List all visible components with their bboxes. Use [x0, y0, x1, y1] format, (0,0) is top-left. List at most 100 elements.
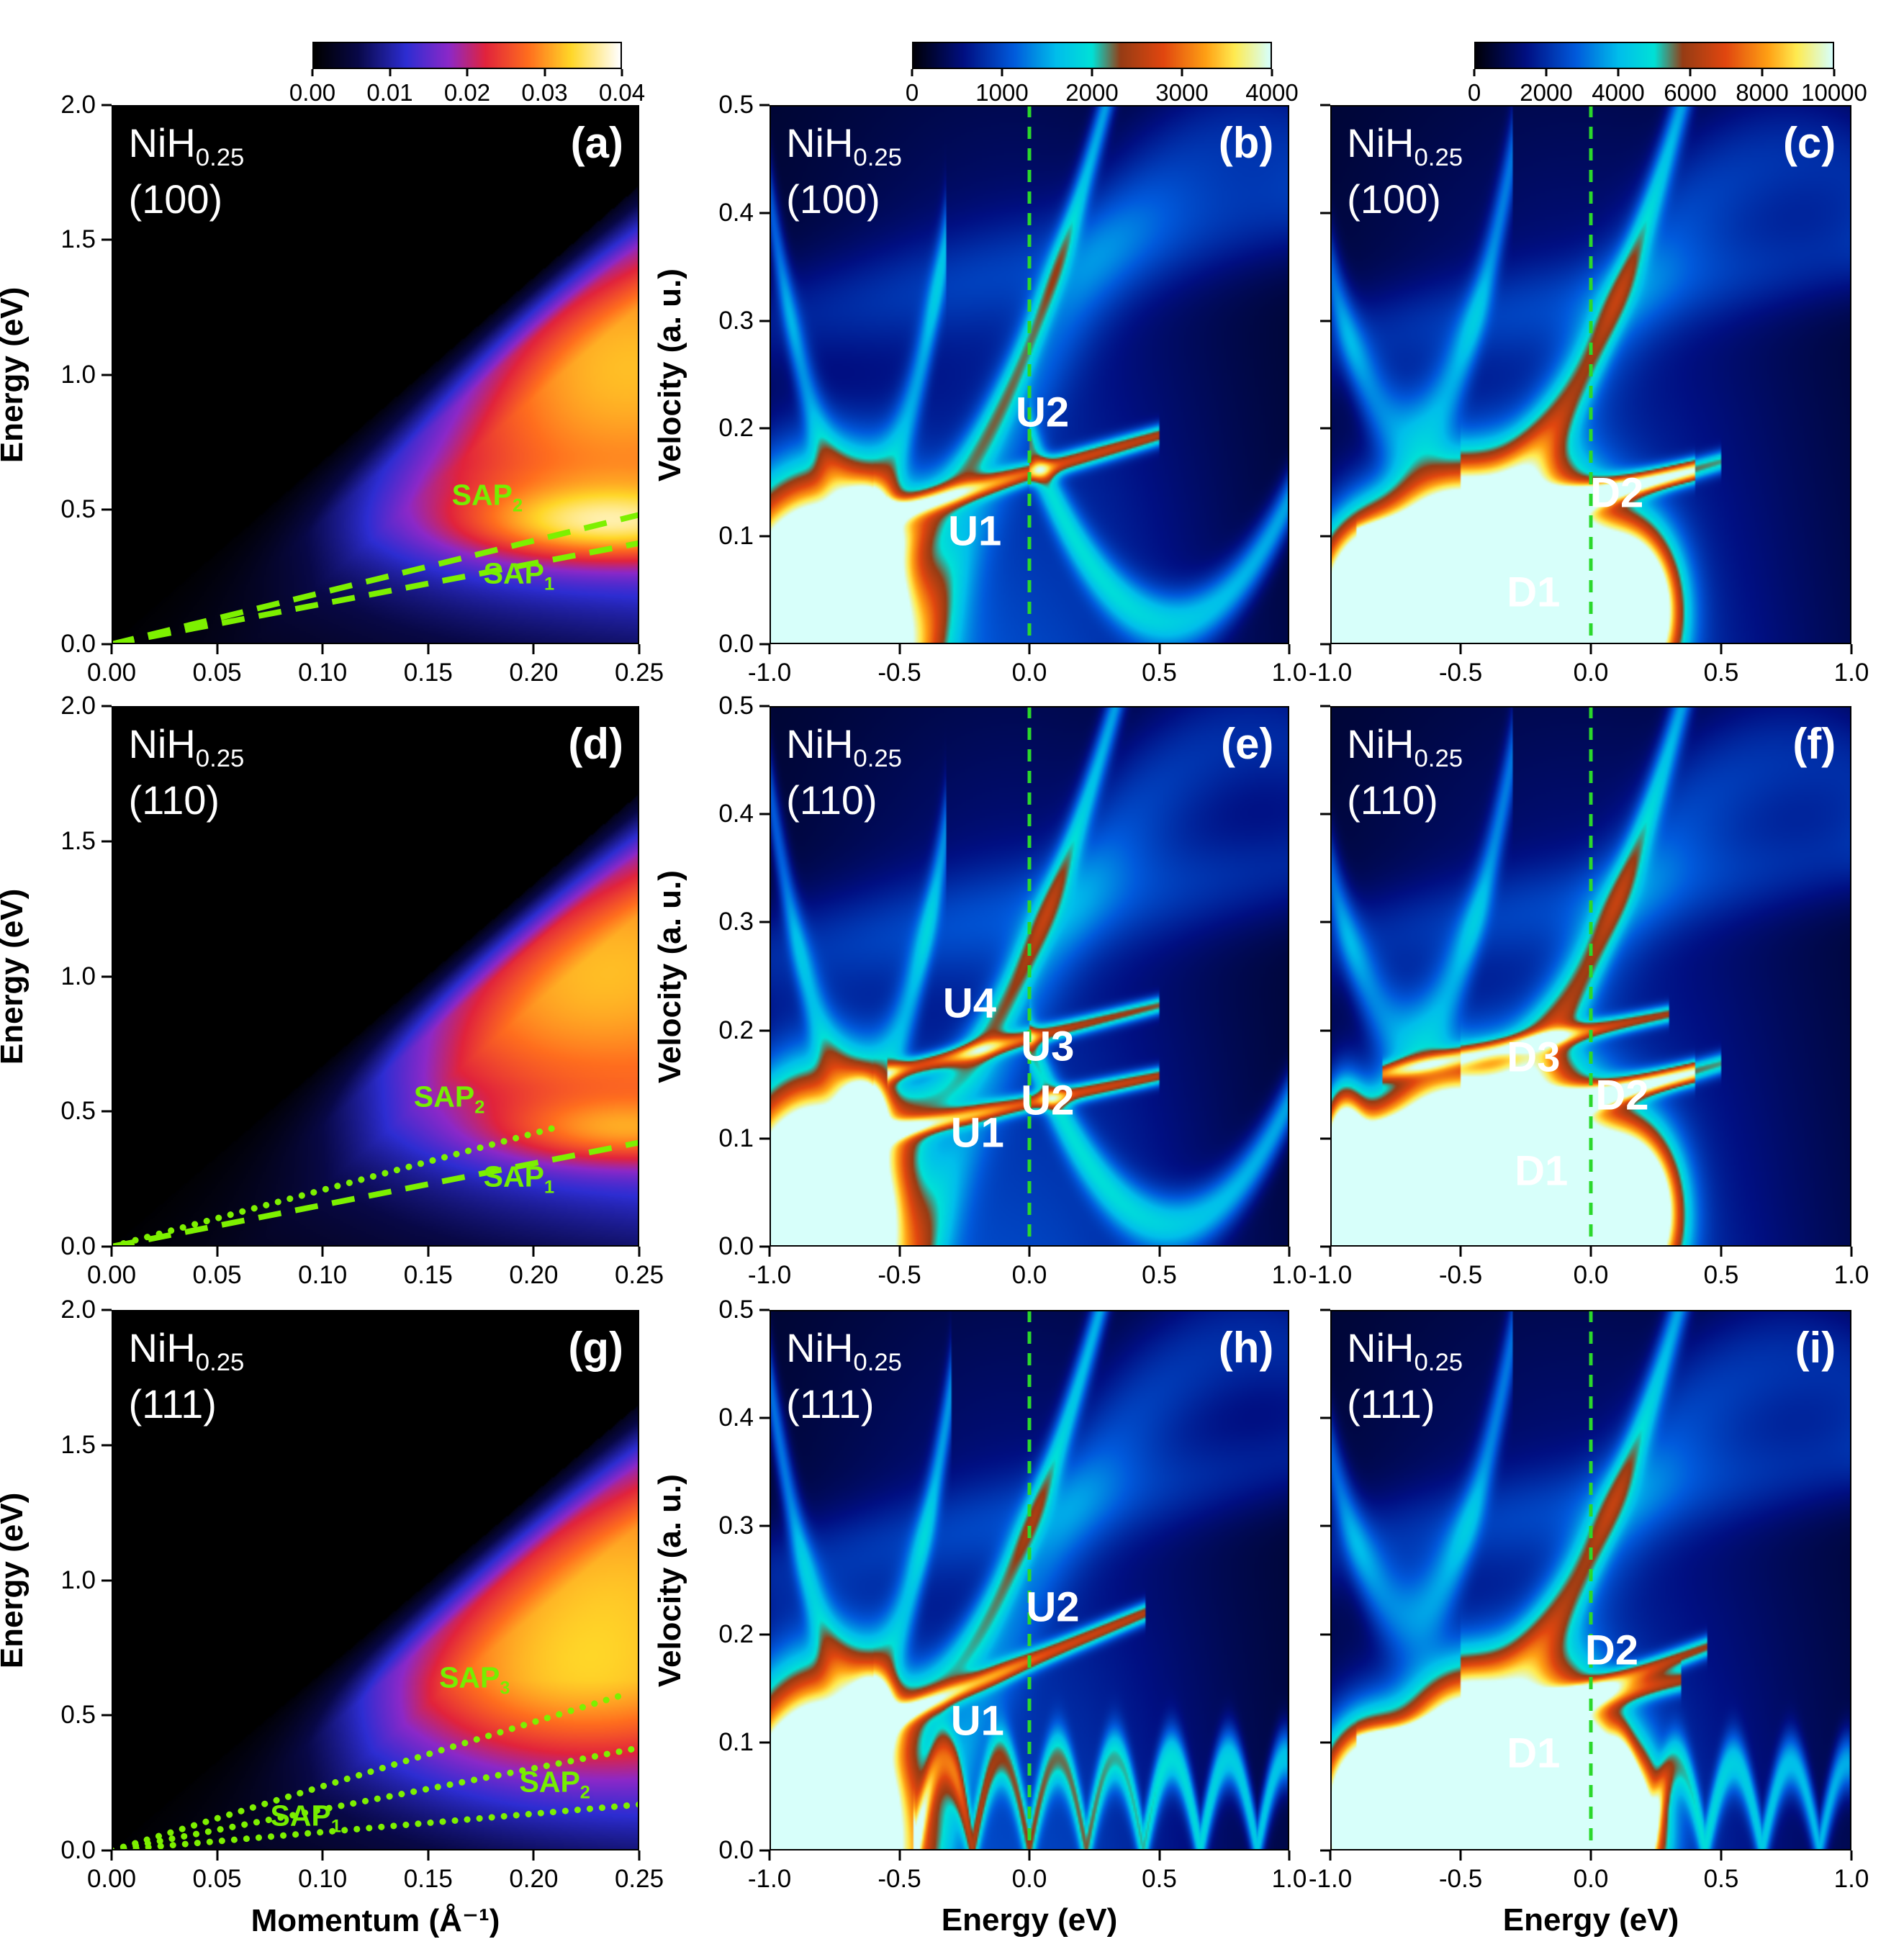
y-axis-title: Velocity (a. u.) — [652, 268, 687, 482]
orientation-label: (100) — [1347, 176, 1441, 222]
x-tick-label: 0.5 — [1703, 1261, 1739, 1289]
colorbar-tick — [1271, 69, 1273, 76]
y-tick — [101, 1849, 112, 1852]
x-tick-label: -1.0 — [1308, 659, 1353, 687]
colorbar-tick — [1001, 69, 1003, 76]
y-tick-label: 0.0 — [60, 1836, 96, 1864]
annotation-u3: U3 — [1021, 1023, 1074, 1071]
material-subscript: 0.25 — [1414, 144, 1463, 172]
colorbar-gradient — [312, 42, 622, 69]
annotation-text: SAP — [519, 1765, 580, 1799]
annotation-text: D1 — [1515, 1147, 1569, 1195]
annotation-text: D2 — [1590, 469, 1644, 517]
x-tick — [1720, 1247, 1723, 1257]
y-tick — [1320, 427, 1330, 430]
colorbar-tick — [466, 69, 469, 76]
colorbar-tick-label: 0.04 — [598, 79, 646, 106]
x-tick — [216, 1850, 219, 1861]
y-tick-label: 0.4 — [718, 1404, 754, 1432]
annotation-text: U2 — [1015, 389, 1070, 436]
y-tick-label: 0.5 — [60, 1701, 96, 1730]
material-label: NiH0.25 (100) — [786, 118, 902, 225]
y-tick — [101, 1245, 112, 1248]
annotation-u1: U1 — [948, 507, 1001, 555]
colorbar-tick-label: 6000 — [1664, 79, 1717, 106]
y-tick — [1320, 1245, 1330, 1248]
y-tick-label: 0.2 — [718, 1016, 754, 1044]
x-tick-label: 0.0 — [1573, 1865, 1609, 1893]
y-tick-label: 0.0 — [60, 630, 96, 658]
x-tick-label: 0.00 — [86, 1261, 137, 1289]
y-tick-label: 0.2 — [718, 1619, 754, 1648]
annotation-d1: D1 — [1507, 1729, 1560, 1777]
orientation-label: (111) — [128, 1380, 217, 1427]
colorbar-tick-label: 2000 — [1520, 79, 1573, 106]
colorbar-tick — [311, 69, 314, 76]
x-tick-label: 0.10 — [298, 659, 348, 687]
y-tick-label: 0.5 — [718, 91, 754, 119]
material-name: NiH — [1347, 119, 1415, 166]
x-tick-label: -1.0 — [747, 1261, 792, 1289]
annotation-subscript: 2 — [512, 495, 523, 516]
panel-a: NiH0.25 (100) (a) SAP2 SAP1 0.00 0.05 0.10 0.15 0… — [0, 91, 664, 687]
x-tick-label: 0.5 — [1142, 659, 1177, 687]
annotation-subscript: 1 — [543, 1177, 555, 1198]
y-tick-label: 0.3 — [718, 1511, 754, 1540]
x-tick — [1329, 644, 1332, 654]
y-tick-label: 0.0 — [718, 1232, 754, 1260]
x-tick — [768, 1850, 771, 1861]
y-tick-label: 1.5 — [60, 826, 96, 855]
y-tick — [759, 1849, 770, 1852]
x-tick — [532, 1247, 535, 1257]
colorbar-tick — [1473, 69, 1476, 76]
panel-f: NiH0.25 (110) (f) D3 D2 D1 -1.0 -0.5 0.0 0.5 1.0 — [1309, 705, 1869, 1289]
annotation-text: U1 — [948, 507, 1002, 555]
orientation-label: (110) — [786, 777, 877, 823]
colorbar-gradient — [912, 42, 1272, 69]
panel-letter: (e) — [1221, 720, 1274, 769]
x-tick — [427, 1247, 430, 1257]
panel-letter: (h) — [1218, 1324, 1274, 1373]
y-tick — [1320, 320, 1330, 322]
x-tick-label: -1.0 — [747, 1865, 792, 1893]
colorbar-tick-label: 0.01 — [366, 79, 413, 106]
panel-h: NiH0.25 (111) (h) U2 U1 -1.0 -0.5 0.0 0.5 1.0 0.0 0… — [652, 1296, 1307, 1938]
x-axis-title: Energy (eV) — [1502, 1902, 1679, 1938]
annotation-u2: U2 — [1021, 1077, 1074, 1125]
material-name: NiH — [786, 721, 854, 767]
y-tick — [1320, 535, 1330, 538]
colorbar-tick — [1091, 69, 1093, 76]
y-tick — [101, 1444, 112, 1447]
x-tick — [1459, 1850, 1462, 1861]
y-tick-label: 0.5 — [60, 1097, 96, 1126]
x-tick-label: -0.5 — [877, 1865, 921, 1893]
x-tick — [216, 1247, 219, 1257]
y-tick — [1320, 921, 1330, 923]
x-tick-label: 0.0 — [1573, 1261, 1609, 1289]
y-tick — [759, 921, 770, 923]
y-axis-title: Energy (eV) — [0, 888, 30, 1065]
colorbar-gradient — [1474, 42, 1834, 69]
y-tick — [759, 427, 770, 430]
x-tick-label: 0.5 — [1142, 1261, 1177, 1289]
y-tick — [759, 1029, 770, 1032]
annotation-text: SAP — [439, 1660, 500, 1694]
material-subscript: 0.25 — [853, 745, 902, 773]
material-subscript: 0.25 — [1414, 1349, 1463, 1377]
x-tick-label: 0.0 — [1573, 659, 1609, 687]
orientation-label: (110) — [128, 777, 220, 823]
x-tick-label: 0.5 — [1142, 1865, 1177, 1893]
x-tick — [1850, 1247, 1853, 1257]
y-tick — [759, 813, 770, 815]
annotation-subscript: 2 — [579, 1782, 590, 1803]
material-name: NiH — [1347, 721, 1415, 767]
x-tick-label: 0.5 — [1703, 1865, 1739, 1893]
x-tick — [638, 1247, 641, 1257]
colorbar-tick — [1545, 69, 1548, 76]
x-tick-label: 1.0 — [1833, 1865, 1869, 1893]
x-tick-label: -1.0 — [747, 659, 792, 687]
annotation-u2: U2 — [1026, 1583, 1079, 1632]
y-tick — [1320, 1849, 1330, 1852]
y-tick — [1320, 1416, 1330, 1419]
